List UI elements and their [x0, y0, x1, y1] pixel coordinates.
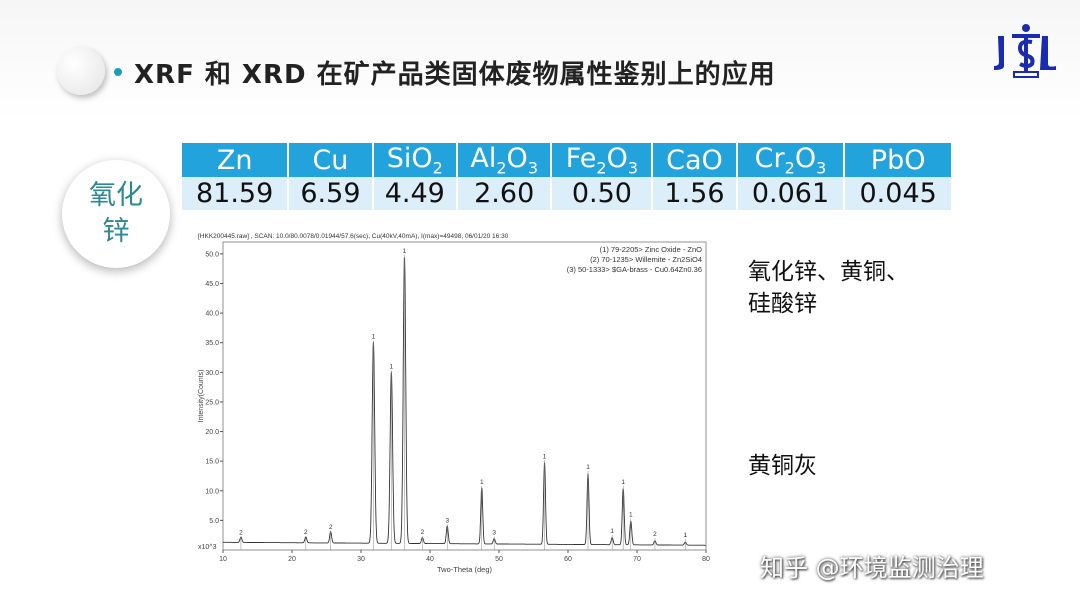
table-header-cell: Fe2O3	[551, 143, 654, 178]
phase-note-line2: 硅酸锌	[748, 291, 817, 317]
legend-entry: (3) 50-1333> $GA-brass - Cu0.64Zn0.36	[567, 265, 702, 274]
y-unit-label: x10^3	[198, 544, 217, 551]
peak-phase-label: 1	[610, 528, 614, 535]
table-header-cell: Cr2O3	[736, 143, 846, 178]
table-header-cell: SiO2	[372, 143, 458, 178]
peak-phase-label: 1	[480, 479, 484, 486]
x-axis-label: Two-Theta (deg)	[437, 565, 493, 574]
peak-phase-label: 1	[543, 453, 547, 460]
xrd-chart: [HKK200445.raw] , SCAN: 10.0/80.0078/0.0…	[198, 233, 710, 574]
xrf-table: Zn Cu SiO2 Al2O3 Fe2O3 CaO Cr2O3 PbO 81.59 6.59 4…	[182, 143, 953, 211]
x-tick-label: 70	[633, 556, 641, 563]
peak-phase-label: 2	[653, 531, 657, 538]
y-tick-label: 20.0	[205, 429, 219, 436]
table-value-cell: 6.59	[288, 177, 374, 211]
peak-phase-label: 3	[492, 530, 496, 537]
table-header-cell: Al2O3	[456, 143, 553, 178]
x-tick-label: 60	[564, 556, 572, 563]
x-tick-label: 80	[702, 556, 710, 563]
x-tick-label: 10	[219, 556, 227, 563]
phase-note-bottom: 黄铜灰	[748, 453, 817, 479]
y-tick-label: 50.0	[205, 251, 219, 258]
peak-phase-label: 2	[304, 529, 308, 536]
x-tick-label: 50	[495, 556, 503, 563]
peak-phase-label: 1	[390, 363, 394, 370]
y-tick-label: 25.0	[205, 399, 219, 406]
table-value-cell: 4.49	[372, 177, 458, 211]
peak-phase-label: 1	[403, 248, 407, 255]
sample-label-circle: 氧化 锌	[62, 160, 170, 268]
table-header-cell: CaO	[652, 143, 738, 178]
peak-phase-label: 2	[329, 524, 333, 531]
sample-label-line1: 氧化	[89, 180, 143, 211]
legend-entry: (1) 79-2205> Zinc Oxide - ZnO	[600, 245, 703, 254]
x-tick-label: 20	[288, 556, 296, 563]
y-tick-label: 10.0	[205, 488, 219, 495]
legend-entry: (2) 70-1235> Willemite - Zn2SiO4	[590, 255, 702, 264]
table-header-cell: Cu	[288, 143, 374, 178]
table-value-cell: 0.045	[844, 177, 953, 211]
bullet-dot	[114, 68, 122, 76]
xrd-pattern-line	[223, 257, 706, 546]
y-tick-label: 5.0	[209, 518, 219, 525]
peak-phase-label: 3	[445, 517, 449, 524]
jsl-logo	[994, 24, 1056, 78]
chart-header: [HKK200445.raw] , SCAN: 10.0/80.0078/0.0…	[198, 233, 509, 240]
phase-note-top: 氧化锌、黄铜、 硅酸锌	[748, 256, 909, 320]
peak-phase-label: 1	[629, 511, 633, 518]
table-header-cell: Zn	[182, 143, 290, 178]
y-tick-label: 35.0	[205, 340, 219, 347]
table-value-cell: 81.59	[182, 177, 290, 211]
peak-phase-label: 2	[421, 529, 425, 536]
x-tick-label: 30	[357, 556, 365, 563]
sample-label-line2: 锌	[102, 216, 130, 247]
y-tick-label: 40.0	[205, 311, 219, 318]
peak-phase-label: 2	[239, 530, 243, 537]
y-tick-label: 30.0	[205, 370, 219, 377]
table-value-cell: 0.50	[551, 177, 654, 211]
y-tick-label: 45.0	[205, 281, 219, 288]
y-axis-label: Intensity(Counts)	[198, 370, 205, 423]
peak-phase-label: 1	[683, 532, 687, 539]
table-header-cell: PbO	[844, 143, 953, 178]
decorative-circle	[57, 47, 105, 95]
plot-frame	[222, 241, 707, 551]
watermark: 知乎 @环境监测治理	[760, 554, 984, 582]
peak-phase-label: 1	[372, 334, 376, 341]
table-value-cell: 0.061	[736, 177, 846, 211]
y-tick-label: 15.0	[205, 459, 219, 466]
table-value-cell: 2.60	[456, 177, 553, 211]
phase-note-line1: 氧化锌、黄铜、	[748, 259, 909, 285]
table-value-cell: 1.56	[652, 177, 738, 211]
slide-title: XRF 和 XRD 在矿产品类固体废物属性鉴别上的应用	[134, 60, 776, 90]
x-tick-label: 40	[426, 556, 434, 563]
peak-phase-label: 1	[621, 479, 625, 486]
peak-phase-label: 1	[586, 464, 590, 471]
